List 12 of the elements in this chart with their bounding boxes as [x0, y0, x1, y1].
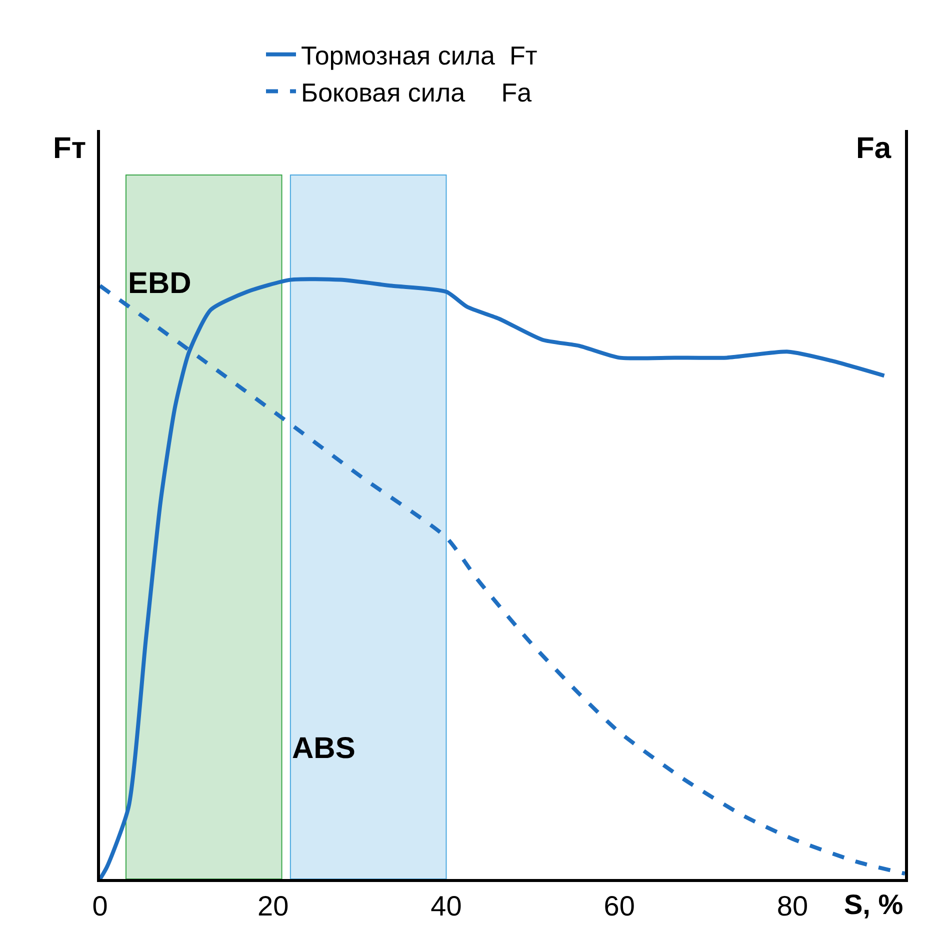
- legend-label: Боковая сила Fa: [301, 77, 532, 108]
- band-label: ABS: [292, 732, 356, 765]
- x-tick-label: 60: [604, 890, 635, 922]
- y-axis-title: Fт: [53, 132, 86, 165]
- x-tick-label: 40: [430, 890, 462, 922]
- x-tick-label: 80: [776, 890, 808, 922]
- legend-label: Тормозная сила Fт: [301, 40, 538, 71]
- band-label: EBD: [128, 267, 192, 300]
- x-tick-label: 0: [92, 890, 108, 922]
- x-axis-title: S, %: [844, 889, 904, 920]
- y2-axis-title: Fa: [856, 132, 892, 165]
- x-tick-label: 20: [258, 890, 289, 922]
